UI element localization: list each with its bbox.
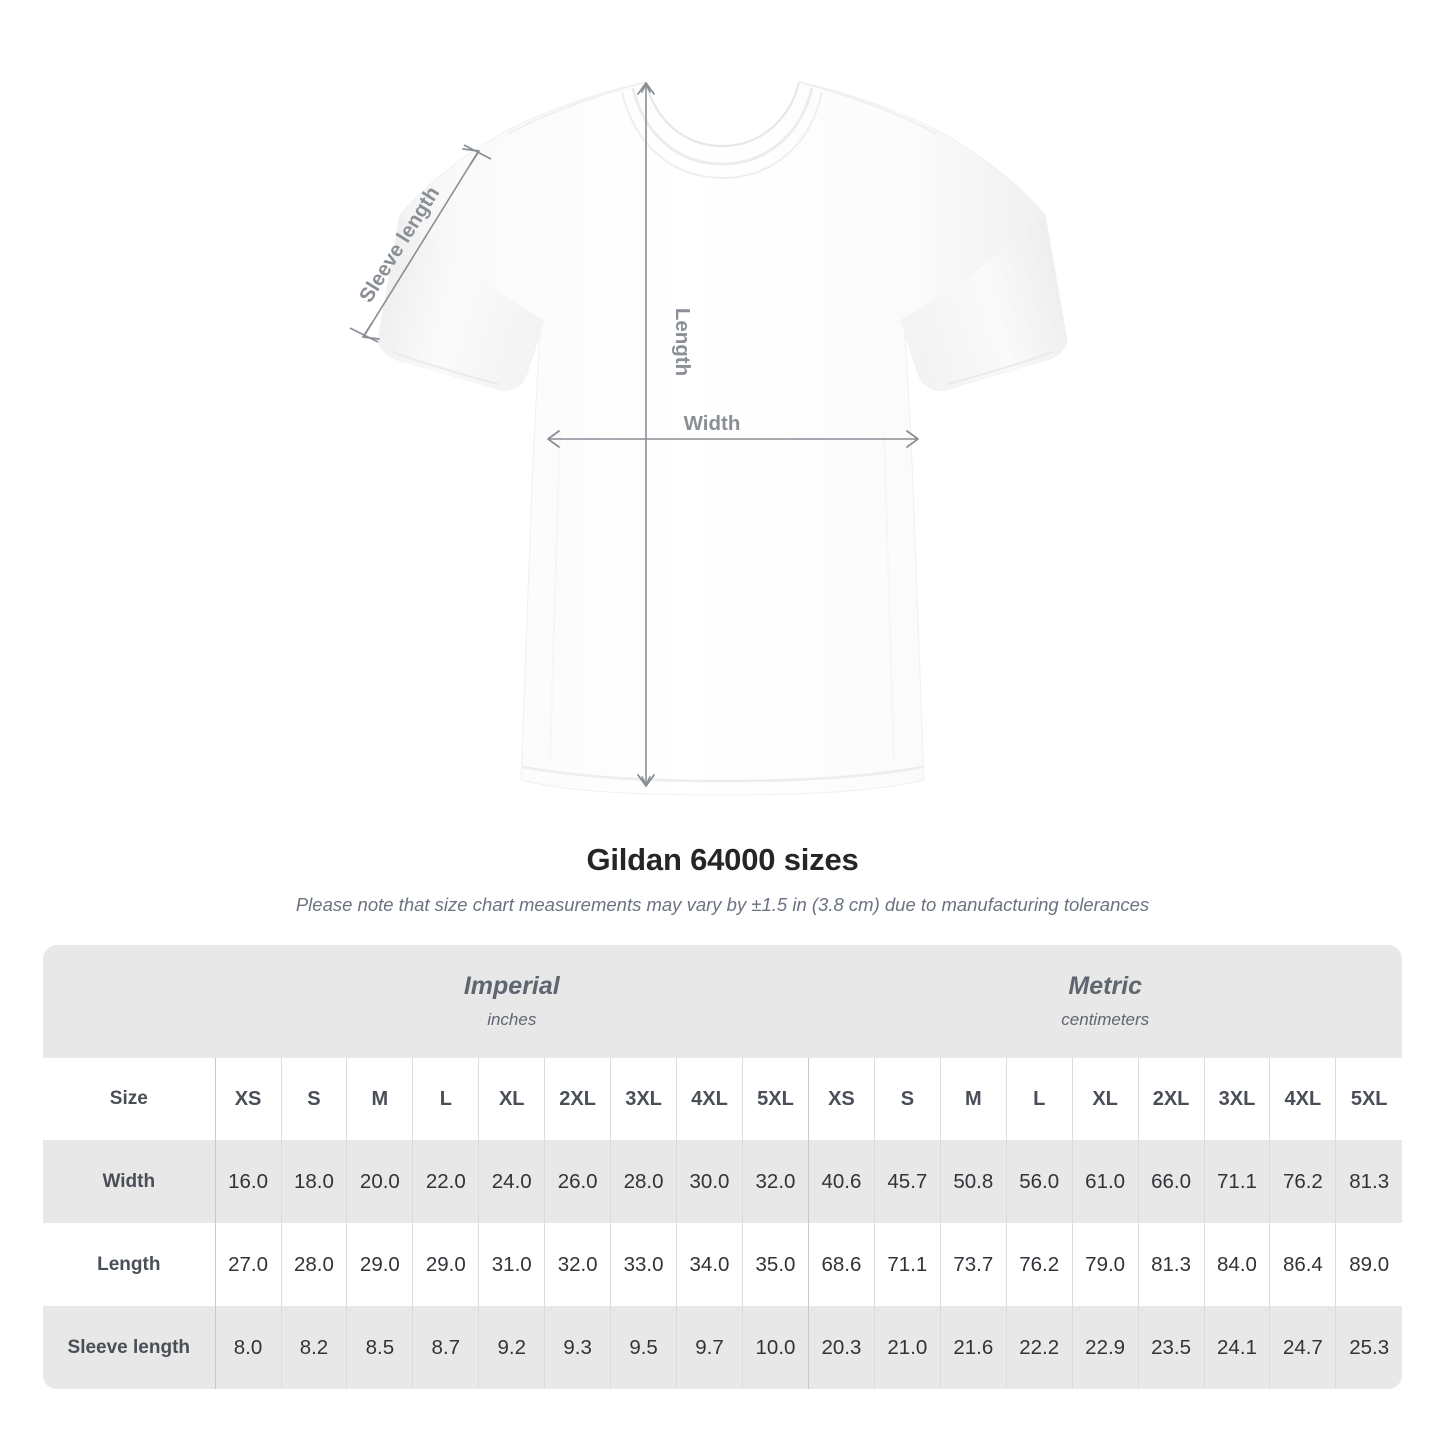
- cell-sleeve-length-imperial-3xl: 9.5: [610, 1306, 677, 1389]
- cell-width-imperial-5xl: 32.0: [741, 1140, 809, 1223]
- table-header-row: Size XS S M L XL 2XL 3XL 4XL 5XL XS S M L XL 2XL 3XL 4XL 5…: [43, 1058, 1402, 1140]
- cell-width-metric-2xl: 66.0: [1137, 1140, 1205, 1223]
- row-label-sleeve-length: Sleeve length: [43, 1306, 216, 1389]
- cell-width-imperial-xl: 24.0: [478, 1140, 545, 1223]
- column-header-imperial-xl: XL: [478, 1058, 545, 1140]
- cell-length-imperial-4xl: 34.0: [676, 1223, 743, 1306]
- cell-length-metric-5xl: 89.0: [1335, 1223, 1402, 1306]
- cell-width-imperial-m: 20.0: [346, 1140, 413, 1223]
- cell-length-metric-s: 71.1: [873, 1223, 941, 1306]
- cell-sleeve-length-imperial-5xl: 10.0: [741, 1306, 809, 1389]
- column-header-metric-5xl: 5XL: [1335, 1058, 1402, 1140]
- cell-sleeve-length-metric-5xl: 25.3: [1335, 1306, 1402, 1389]
- page-title: Gildan 64000 sizes: [586, 842, 859, 877]
- row-label-width: Width: [43, 1140, 216, 1223]
- unit-sub-metric: centimeters: [1061, 1009, 1150, 1029]
- cell-length-metric-xl: 79.0: [1071, 1223, 1139, 1306]
- size-chart-table: Imperial inches Metric centimeters Size X…: [43, 945, 1402, 1389]
- cell-width-imperial-l: 22.0: [412, 1140, 479, 1223]
- column-header-metric-xl: XL: [1071, 1058, 1139, 1140]
- unit-name-metric: Metric: [1068, 971, 1143, 1000]
- tolerance-note: Please note that size chart measurements…: [295, 894, 1150, 915]
- cell-length-metric-m: 73.7: [939, 1223, 1007, 1306]
- unit-row-spacer: [43, 945, 216, 1058]
- cell-sleeve-length-metric-xs: 20.3: [807, 1306, 875, 1389]
- column-header-metric-2xl: 2XL: [1137, 1058, 1205, 1140]
- cell-sleeve-length-imperial-m: 8.5: [346, 1306, 413, 1389]
- cell-sleeve-length-metric-2xl: 23.5: [1137, 1306, 1205, 1389]
- column-header-imperial-xs: XS: [214, 1058, 281, 1140]
- cell-sleeve-length-metric-m: 21.6: [939, 1306, 1007, 1389]
- cell-width-imperial-3xl: 28.0: [610, 1140, 677, 1223]
- cell-length-imperial-m: 29.0: [346, 1223, 413, 1306]
- unit-cell-metric: Metric centimeters: [808, 945, 1402, 1058]
- title-block: Gildan 64000 sizes Please note that size…: [0, 840, 1445, 918]
- column-header-metric-3xl: 3XL: [1203, 1058, 1270, 1140]
- column-header-imperial-4xl: 4XL: [676, 1058, 743, 1140]
- cell-sleeve-length-imperial-xl: 9.2: [478, 1306, 545, 1389]
- unit-name-imperial: Imperial: [463, 971, 560, 1000]
- unit-cell-imperial: Imperial inches: [215, 945, 809, 1058]
- column-header-imperial-2xl: 2XL: [544, 1058, 611, 1140]
- unit-system-row: Imperial inches Metric centimeters: [43, 945, 1402, 1058]
- size-chart-table-container: Imperial inches Metric centimeters Size X…: [43, 945, 1402, 1389]
- column-header-imperial-l: L: [412, 1058, 479, 1140]
- column-header-metric-s: S: [873, 1058, 941, 1140]
- cell-length-metric-l: 76.2: [1005, 1223, 1073, 1306]
- table-row: Width 16.0 18.0 20.0 22.0 24.0 26.0 28.0 30.0 32.…: [43, 1140, 1402, 1223]
- cell-sleeve-length-metric-xl: 22.9: [1071, 1306, 1139, 1389]
- cell-length-imperial-s: 28.0: [280, 1223, 347, 1306]
- column-header-imperial-s: S: [280, 1058, 347, 1140]
- column-header-metric-m: M: [939, 1058, 1007, 1140]
- length-dimension: Length: [637, 82, 694, 787]
- column-header-size: Size: [43, 1058, 216, 1140]
- cell-length-imperial-3xl: 33.0: [610, 1223, 677, 1306]
- width-dimension: Width: [547, 412, 919, 448]
- cell-width-metric-4xl: 76.2: [1269, 1140, 1336, 1223]
- cell-sleeve-length-metric-4xl: 24.7: [1269, 1306, 1336, 1389]
- column-header-metric-4xl: 4XL: [1269, 1058, 1336, 1140]
- cell-width-metric-xs: 40.6: [807, 1140, 875, 1223]
- cell-sleeve-length-metric-s: 21.0: [873, 1306, 941, 1389]
- cell-length-metric-xs: 68.6: [807, 1223, 875, 1306]
- cell-sleeve-length-imperial-s: 8.2: [280, 1306, 347, 1389]
- cell-width-metric-s: 45.7: [873, 1140, 941, 1223]
- cell-sleeve-length-metric-3xl: 24.1: [1203, 1306, 1270, 1389]
- table-row: Length 27.0 28.0 29.0 29.0 31.0 32.0 33.0 34.0 35…: [43, 1223, 1402, 1306]
- cell-length-metric-3xl: 84.0: [1203, 1223, 1270, 1306]
- cell-length-imperial-l: 29.0: [412, 1223, 479, 1306]
- width-label: Width: [684, 412, 741, 435]
- cell-length-metric-2xl: 81.3: [1137, 1223, 1205, 1306]
- cell-sleeve-length-imperial-l: 8.7: [412, 1306, 479, 1389]
- column-header-metric-xs: XS: [807, 1058, 875, 1140]
- cell-width-imperial-xs: 16.0: [214, 1140, 281, 1223]
- cell-length-imperial-xs: 27.0: [214, 1223, 281, 1306]
- cell-width-metric-m: 50.8: [939, 1140, 1007, 1223]
- unit-sub-imperial: inches: [487, 1009, 537, 1029]
- column-header-imperial-3xl: 3XL: [610, 1058, 677, 1140]
- cell-width-imperial-4xl: 30.0: [676, 1140, 743, 1223]
- cell-sleeve-length-imperial-4xl: 9.7: [676, 1306, 743, 1389]
- length-label: Length: [671, 308, 694, 376]
- cell-length-imperial-2xl: 32.0: [544, 1223, 611, 1306]
- cell-width-metric-3xl: 71.1: [1203, 1140, 1270, 1223]
- cell-width-metric-xl: 61.0: [1071, 1140, 1139, 1223]
- column-header-metric-l: L: [1005, 1058, 1073, 1140]
- cell-width-metric-5xl: 81.3: [1335, 1140, 1402, 1223]
- cell-length-metric-4xl: 86.4: [1269, 1223, 1336, 1306]
- cell-length-imperial-5xl: 35.0: [741, 1223, 809, 1306]
- cell-sleeve-length-imperial-xs: 8.0: [214, 1306, 281, 1389]
- cell-length-imperial-xl: 31.0: [478, 1223, 545, 1306]
- row-label-length: Length: [43, 1223, 216, 1306]
- table-row: Sleeve length 8.0 8.2 8.5 8.7 9.2 9.3 9.5 9.7 10.…: [43, 1306, 1402, 1389]
- column-header-imperial-m: M: [346, 1058, 413, 1140]
- cell-width-imperial-2xl: 26.0: [544, 1140, 611, 1223]
- cell-sleeve-length-imperial-2xl: 9.3: [544, 1306, 611, 1389]
- tshirt-diagram: Length Width Sleeve length: [349, 81, 1068, 796]
- cell-width-imperial-s: 18.0: [280, 1140, 347, 1223]
- cell-width-metric-l: 56.0: [1005, 1140, 1073, 1223]
- cell-sleeve-length-metric-l: 22.2: [1005, 1306, 1073, 1389]
- column-header-imperial-5xl: 5XL: [741, 1058, 809, 1140]
